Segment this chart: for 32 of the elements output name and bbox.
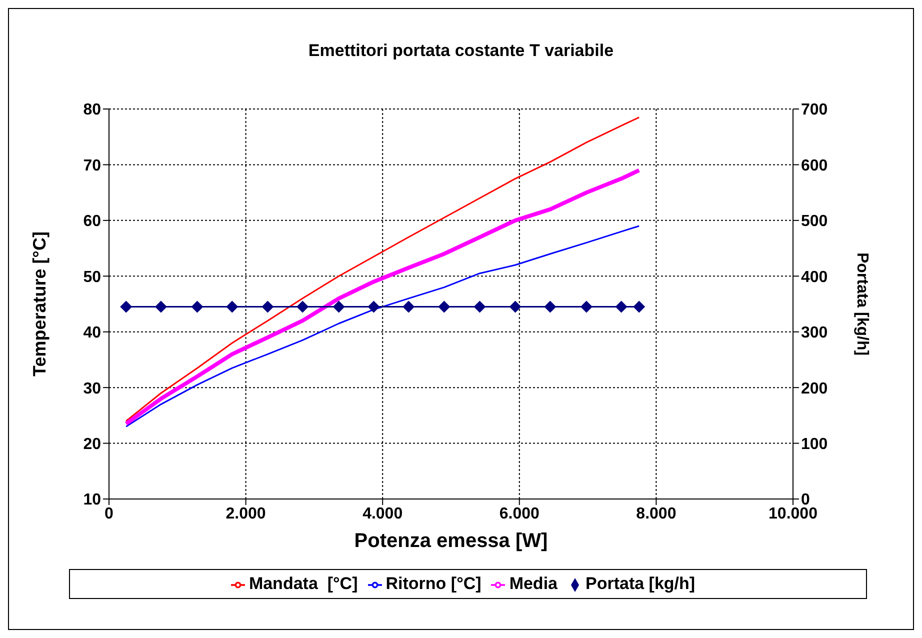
x-tick-label: 10.000: [768, 505, 818, 522]
legend-label: Ritorno [°C]: [386, 574, 482, 593]
y-tick-label: 80: [83, 102, 102, 119]
line-series: [124, 168, 642, 426]
y-tick-label: 60: [83, 213, 102, 230]
y2-tick-label: 500: [801, 213, 828, 230]
y2-tick-label: 300: [801, 324, 828, 342]
y2-tick-label: 200: [801, 380, 828, 398]
y-tick-label: 40: [83, 324, 102, 342]
x-axis-title: Potenza emessa [W]: [354, 530, 548, 552]
line-series: [125, 116, 640, 422]
y2-tick-label: 600: [801, 157, 828, 174]
chart-title: Emettitori portata costante T variabile: [307, 41, 615, 61]
y2-axis-title: Portata [kg/h]: [853, 252, 870, 356]
y2-tick-label: 100: [801, 436, 828, 453]
x-tick-label: 0: [104, 505, 114, 522]
x-tick-label: 8.000: [636, 505, 676, 522]
legend-label: Media: [509, 574, 558, 593]
y-tick-label: 10: [83, 492, 102, 509]
line-series: [125, 225, 640, 428]
y-tick-label: 30: [83, 380, 102, 398]
y-tick-label: 70: [83, 157, 102, 174]
legend-label: Mandata [°C]: [248, 574, 358, 593]
y-tick-label: 50: [83, 268, 102, 286]
y2-tick-label: 700: [801, 102, 828, 119]
x-tick-label: 2.000: [226, 505, 266, 522]
y2-tick-label: 400: [801, 268, 828, 286]
x-tick-label: 4.000: [362, 505, 403, 522]
x-tick-label: 6.000: [499, 505, 540, 522]
y-tick-label: 20: [83, 436, 102, 453]
y-axis-title: Temperature [°C]: [29, 232, 50, 376]
legend-label: Portata [kg/h]: [586, 574, 696, 593]
